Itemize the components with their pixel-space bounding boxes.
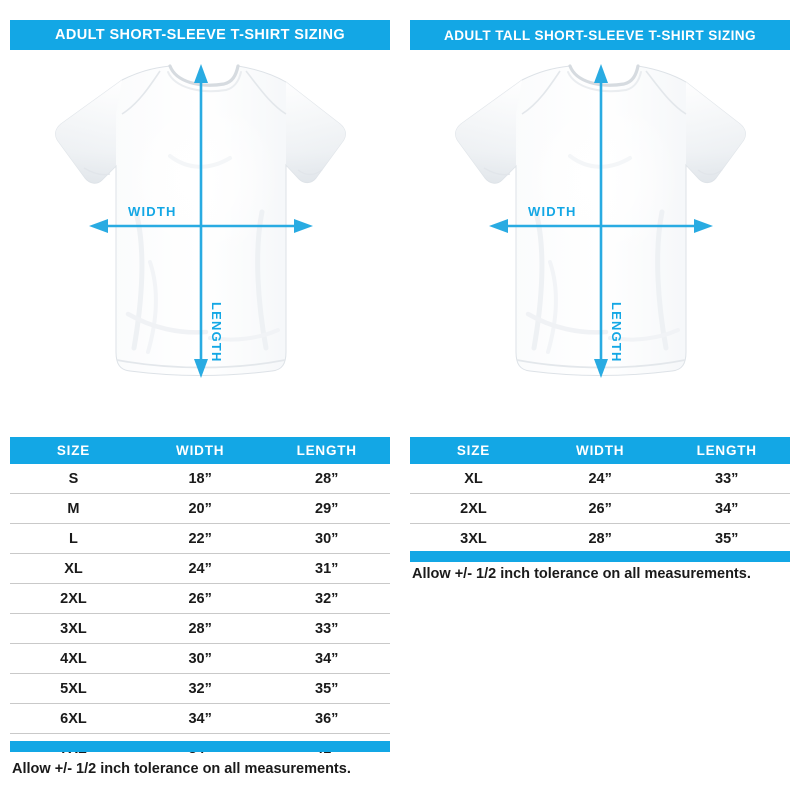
size-table-adult: SIZE WIDTH LENGTH S 18” 28” M 20” 29” L … [10, 437, 390, 763]
table-row: 3XL 28” 33” [10, 613, 390, 644]
column-header-width: WIDTH [536, 437, 664, 464]
cell-size: 4XL [10, 643, 137, 674]
tshirt-diagram: WIDTH LENGTH [410, 52, 790, 432]
cell-length: 32” [263, 583, 390, 614]
cell-size: XL [410, 464, 537, 494]
cell-length: 30” [263, 523, 390, 554]
table-header-row: SIZE WIDTH LENGTH [10, 437, 390, 464]
cell-width: 18” [136, 464, 264, 494]
table-row: XL 24” 31” [10, 553, 390, 584]
column-header-size: SIZE [410, 437, 537, 464]
cell-size: S [10, 464, 137, 494]
table-row: M 20” 29” [10, 493, 390, 524]
cell-size: XL [10, 553, 137, 584]
tshirt-diagram: WIDTH LENGTH [10, 52, 390, 432]
size-table-adult-tall: SIZE WIDTH LENGTH XL 24” 33” 2XL 26” 34”… [410, 437, 790, 553]
cell-length: 33” [263, 613, 390, 644]
table-row: 3XL 28” 35” [410, 523, 790, 553]
column-header-length: LENGTH [263, 437, 390, 464]
table-row: S 18” 28” [10, 464, 390, 494]
cell-width: 28” [536, 523, 664, 553]
cell-length: 34” [663, 493, 790, 524]
table-row: XL 24” 33” [410, 464, 790, 494]
cell-size: 2XL [10, 583, 137, 614]
cell-size: 5XL [10, 673, 137, 704]
table-header-row: SIZE WIDTH LENGTH [410, 437, 790, 464]
bottom-accent-bar [410, 551, 790, 562]
cell-size: 3XL [10, 613, 137, 644]
table-row: 5XL 32” 35” [10, 673, 390, 704]
cell-width: 30” [136, 643, 264, 674]
cell-width: 32” [136, 673, 264, 704]
cell-width: 22” [136, 523, 264, 554]
column-header-width: WIDTH [136, 437, 264, 464]
panel-title-bar: ADULT TALL SHORT-SLEEVE T-SHIRT SIZING [410, 20, 790, 50]
tshirt-illustration [455, 64, 746, 378]
cell-width: 24” [536, 464, 664, 494]
cell-length: 31” [263, 553, 390, 584]
width-dimension-label: WIDTH [528, 204, 577, 219]
page-title: ADULT TALL SHORT-SLEEVE T-SHIRT SIZING [444, 27, 756, 43]
length-dimension-label: LENGTH [609, 302, 624, 363]
table-row: L 22” 30” [10, 523, 390, 554]
cell-size: 6XL [10, 703, 137, 734]
page-title: ADULT SHORT-SLEEVE T-SHIRT SIZING [54, 27, 346, 43]
cell-width: 34” [136, 703, 264, 734]
tshirt-illustration [55, 64, 346, 378]
cell-length: 35” [263, 673, 390, 704]
cell-size: M [10, 493, 137, 524]
table-row: 4XL 30” 34” [10, 643, 390, 674]
cell-size: 2XL [410, 493, 537, 524]
table-row: 2XL 26” 34” [410, 493, 790, 524]
cell-width: 28” [136, 613, 264, 644]
tolerance-note: Allow +/- 1/2 inch tolerance on all meas… [12, 761, 351, 777]
cell-length: 35” [663, 523, 790, 553]
length-dimension-label: LENGTH [209, 302, 224, 363]
table-row: 2XL 26” 32” [10, 583, 390, 614]
panel-title-bar: ADULT SHORT-SLEEVE T-SHIRT SIZING [10, 20, 390, 50]
width-dimension-label: WIDTH [128, 204, 177, 219]
cell-width: 26” [536, 493, 664, 524]
cell-length: 33” [663, 464, 790, 494]
cell-length: 29” [263, 493, 390, 524]
cell-width: 20” [136, 493, 264, 524]
cell-length: 28” [263, 464, 390, 494]
bottom-accent-bar [10, 741, 390, 752]
tolerance-note: Allow +/- 1/2 inch tolerance on all meas… [412, 566, 751, 582]
cell-size: 3XL [410, 523, 537, 553]
cell-width: 24” [136, 553, 264, 584]
column-header-length: LENGTH [663, 437, 790, 464]
column-header-size: SIZE [10, 437, 137, 464]
cell-length: 36” [263, 703, 390, 734]
cell-width: 26” [136, 583, 264, 614]
cell-length: 34” [263, 643, 390, 674]
table-row: 6XL 34” 36” [10, 703, 390, 734]
cell-size: L [10, 523, 137, 554]
